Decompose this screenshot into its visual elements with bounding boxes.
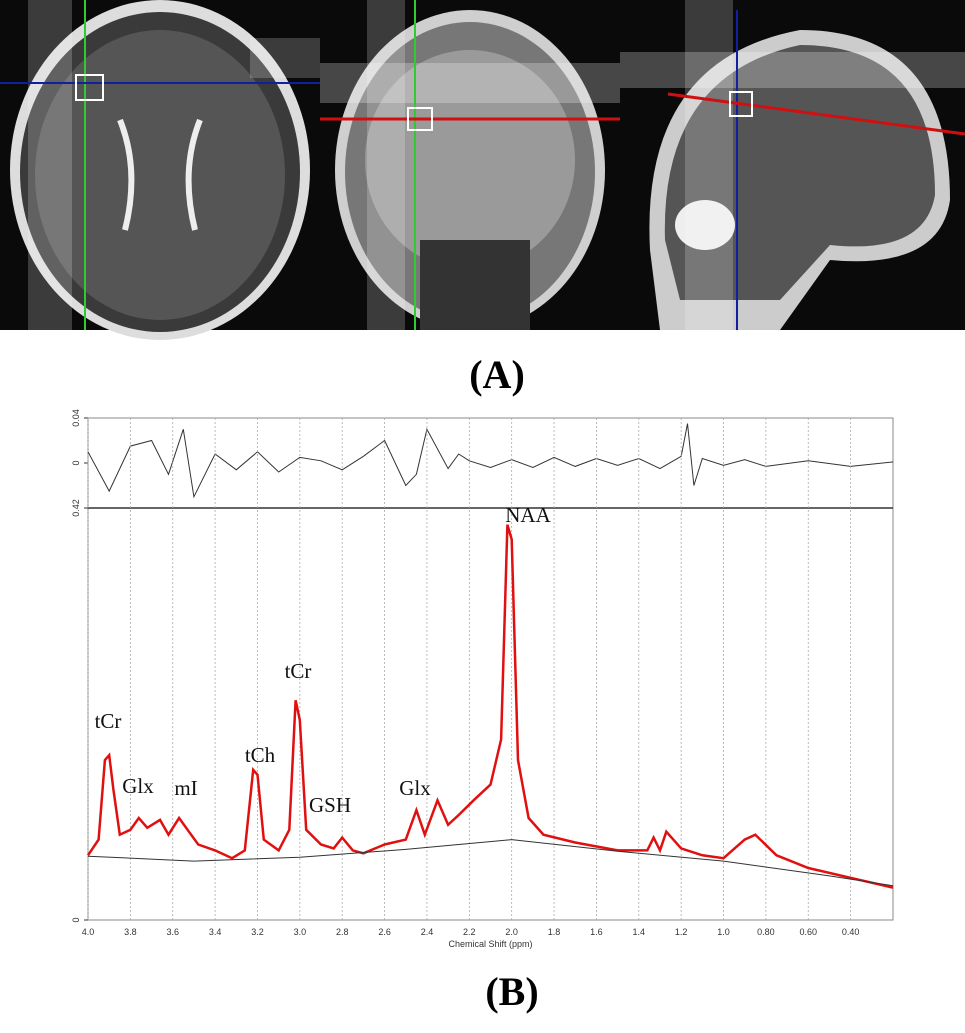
mri-sagittal <box>620 0 965 330</box>
x-tick-label: 2.2 <box>463 927 476 937</box>
peak-label: NAA <box>505 503 551 527</box>
mri-coronal <box>320 0 620 330</box>
peak-label: tCh <box>245 743 276 767</box>
x-tick-label: 1.2 <box>675 927 688 937</box>
x-tick-label: 1.0 <box>717 927 730 937</box>
series-line <box>86 524 894 889</box>
x-tick-label: 0.80 <box>757 927 775 937</box>
y-tick-label: 0.04 <box>71 409 81 427</box>
peak-label: mI <box>174 776 197 800</box>
panel-label: (A) <box>469 352 525 397</box>
x-tick-label: 3.6 <box>166 927 179 937</box>
mri-axial <box>0 0 320 340</box>
x-tick-label: 1.8 <box>548 927 561 937</box>
x-tick-label: 0.40 <box>842 927 860 937</box>
y-tick-label: 0 <box>71 917 81 922</box>
x-tick-label: 2.0 <box>505 927 518 937</box>
series-line <box>87 839 894 887</box>
x-tick-label: 3.2 <box>251 927 264 937</box>
peak-label: GSH <box>309 793 351 817</box>
x-tick-label: 4.0 <box>82 927 95 937</box>
x-tick-label: 2.6 <box>378 927 391 937</box>
peak-label: Glx <box>399 776 431 800</box>
x-axis-label: Chemical Shift (ppm) <box>448 939 532 949</box>
x-tick-label: 1.6 <box>590 927 603 937</box>
peak-label: tCr <box>95 709 122 733</box>
x-tick-label: 2.8 <box>336 927 349 937</box>
x-tick-label: 3.8 <box>124 927 137 937</box>
panel-label: (B) <box>485 969 538 1014</box>
x-tick-label: 3.4 <box>209 927 222 937</box>
peak-label: tCr <box>285 659 312 683</box>
x-tick-label: 3.0 <box>294 927 307 937</box>
y-tick-label: 0.42 <box>71 499 81 517</box>
peak-label: Glx <box>122 774 154 798</box>
y-tick-label: 0 <box>71 460 81 465</box>
x-tick-label: 2.4 <box>421 927 434 937</box>
plot-frame <box>87 417 894 921</box>
x-tick-label: 1.4 <box>633 927 646 937</box>
series-line <box>87 423 894 499</box>
x-tick-label: 0.60 <box>799 927 817 937</box>
